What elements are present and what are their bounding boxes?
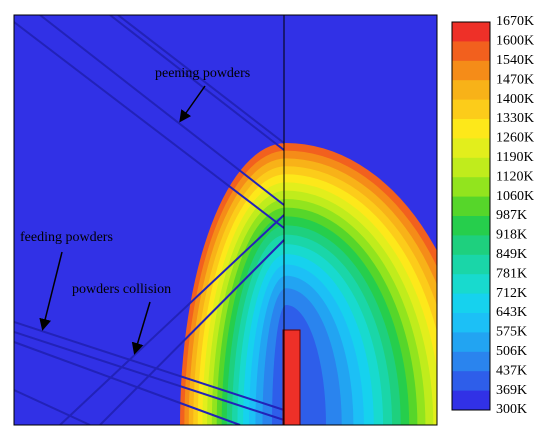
colorbar-band — [452, 351, 490, 372]
colorbar-label: 781K — [496, 266, 527, 281]
colorbar-band — [452, 99, 490, 120]
colorbar-label: 849K — [496, 247, 527, 262]
annotation: feeding powders — [20, 230, 113, 245]
arrow — [131, 301, 151, 355]
colorbar-label: 1060K — [496, 189, 534, 204]
colorbar-band — [452, 138, 490, 159]
colorbar-label: 437K — [496, 363, 527, 378]
colorbar-label: 1470K — [496, 72, 534, 87]
colorbar-band — [452, 274, 490, 295]
colorbar-label: 1260K — [496, 131, 534, 146]
colorbar-label: 1600K — [496, 34, 534, 49]
colorbar-label: 506K — [496, 344, 527, 359]
colorbar-band — [452, 22, 490, 42]
annotation: powders collision — [72, 282, 171, 297]
arrow — [39, 251, 63, 331]
colorbar-band — [452, 41, 490, 62]
colorbar-band — [452, 119, 490, 139]
colorbar-band — [452, 196, 490, 217]
plot-border — [13, 14, 438, 426]
colorbar-label: 1120K — [496, 169, 534, 184]
colorbar-band — [452, 216, 490, 236]
colorbar-label: 1540K — [496, 53, 534, 68]
colorbar: 1670K 1600K 1540K 1470K 1400K 1330K 1260K 1190K… — [451, 14, 534, 417]
colorbar-label: 1190K — [496, 150, 534, 165]
colorbar-band — [452, 293, 490, 314]
colorbar-band — [452, 390, 490, 411]
temperature-field — [180, 143, 437, 425]
colorbar-band — [452, 235, 490, 256]
colorbar-label: 575K — [496, 325, 527, 340]
colorbar-label: 643K — [496, 305, 527, 320]
colorbar-border — [451, 21, 491, 411]
colorbar-band — [452, 60, 490, 81]
powder-tracks — [14, 15, 285, 425]
colorbar-label: 1400K — [496, 92, 534, 107]
colorbar-label: 712K — [496, 286, 527, 301]
colorbar-band — [452, 332, 490, 353]
colorbar-band — [452, 313, 490, 333]
colorbar-label: 987K — [496, 208, 527, 223]
colorbar-label: 918K — [496, 228, 527, 243]
colorbar-label: 369K — [496, 383, 527, 398]
colorbar-label: 1330K — [496, 111, 534, 126]
annotation: peening powders — [155, 66, 250, 81]
colorbar-label: 1670K — [496, 14, 534, 29]
colorbar-band — [452, 254, 490, 275]
colorbar-band — [452, 371, 490, 392]
arrow — [179, 85, 206, 123]
colorbar-band — [452, 80, 490, 101]
heat-source — [282, 329, 301, 426]
colorbar-band — [452, 177, 490, 198]
colorbar-label: 300K — [496, 402, 527, 417]
colorbar-band — [452, 157, 490, 178]
